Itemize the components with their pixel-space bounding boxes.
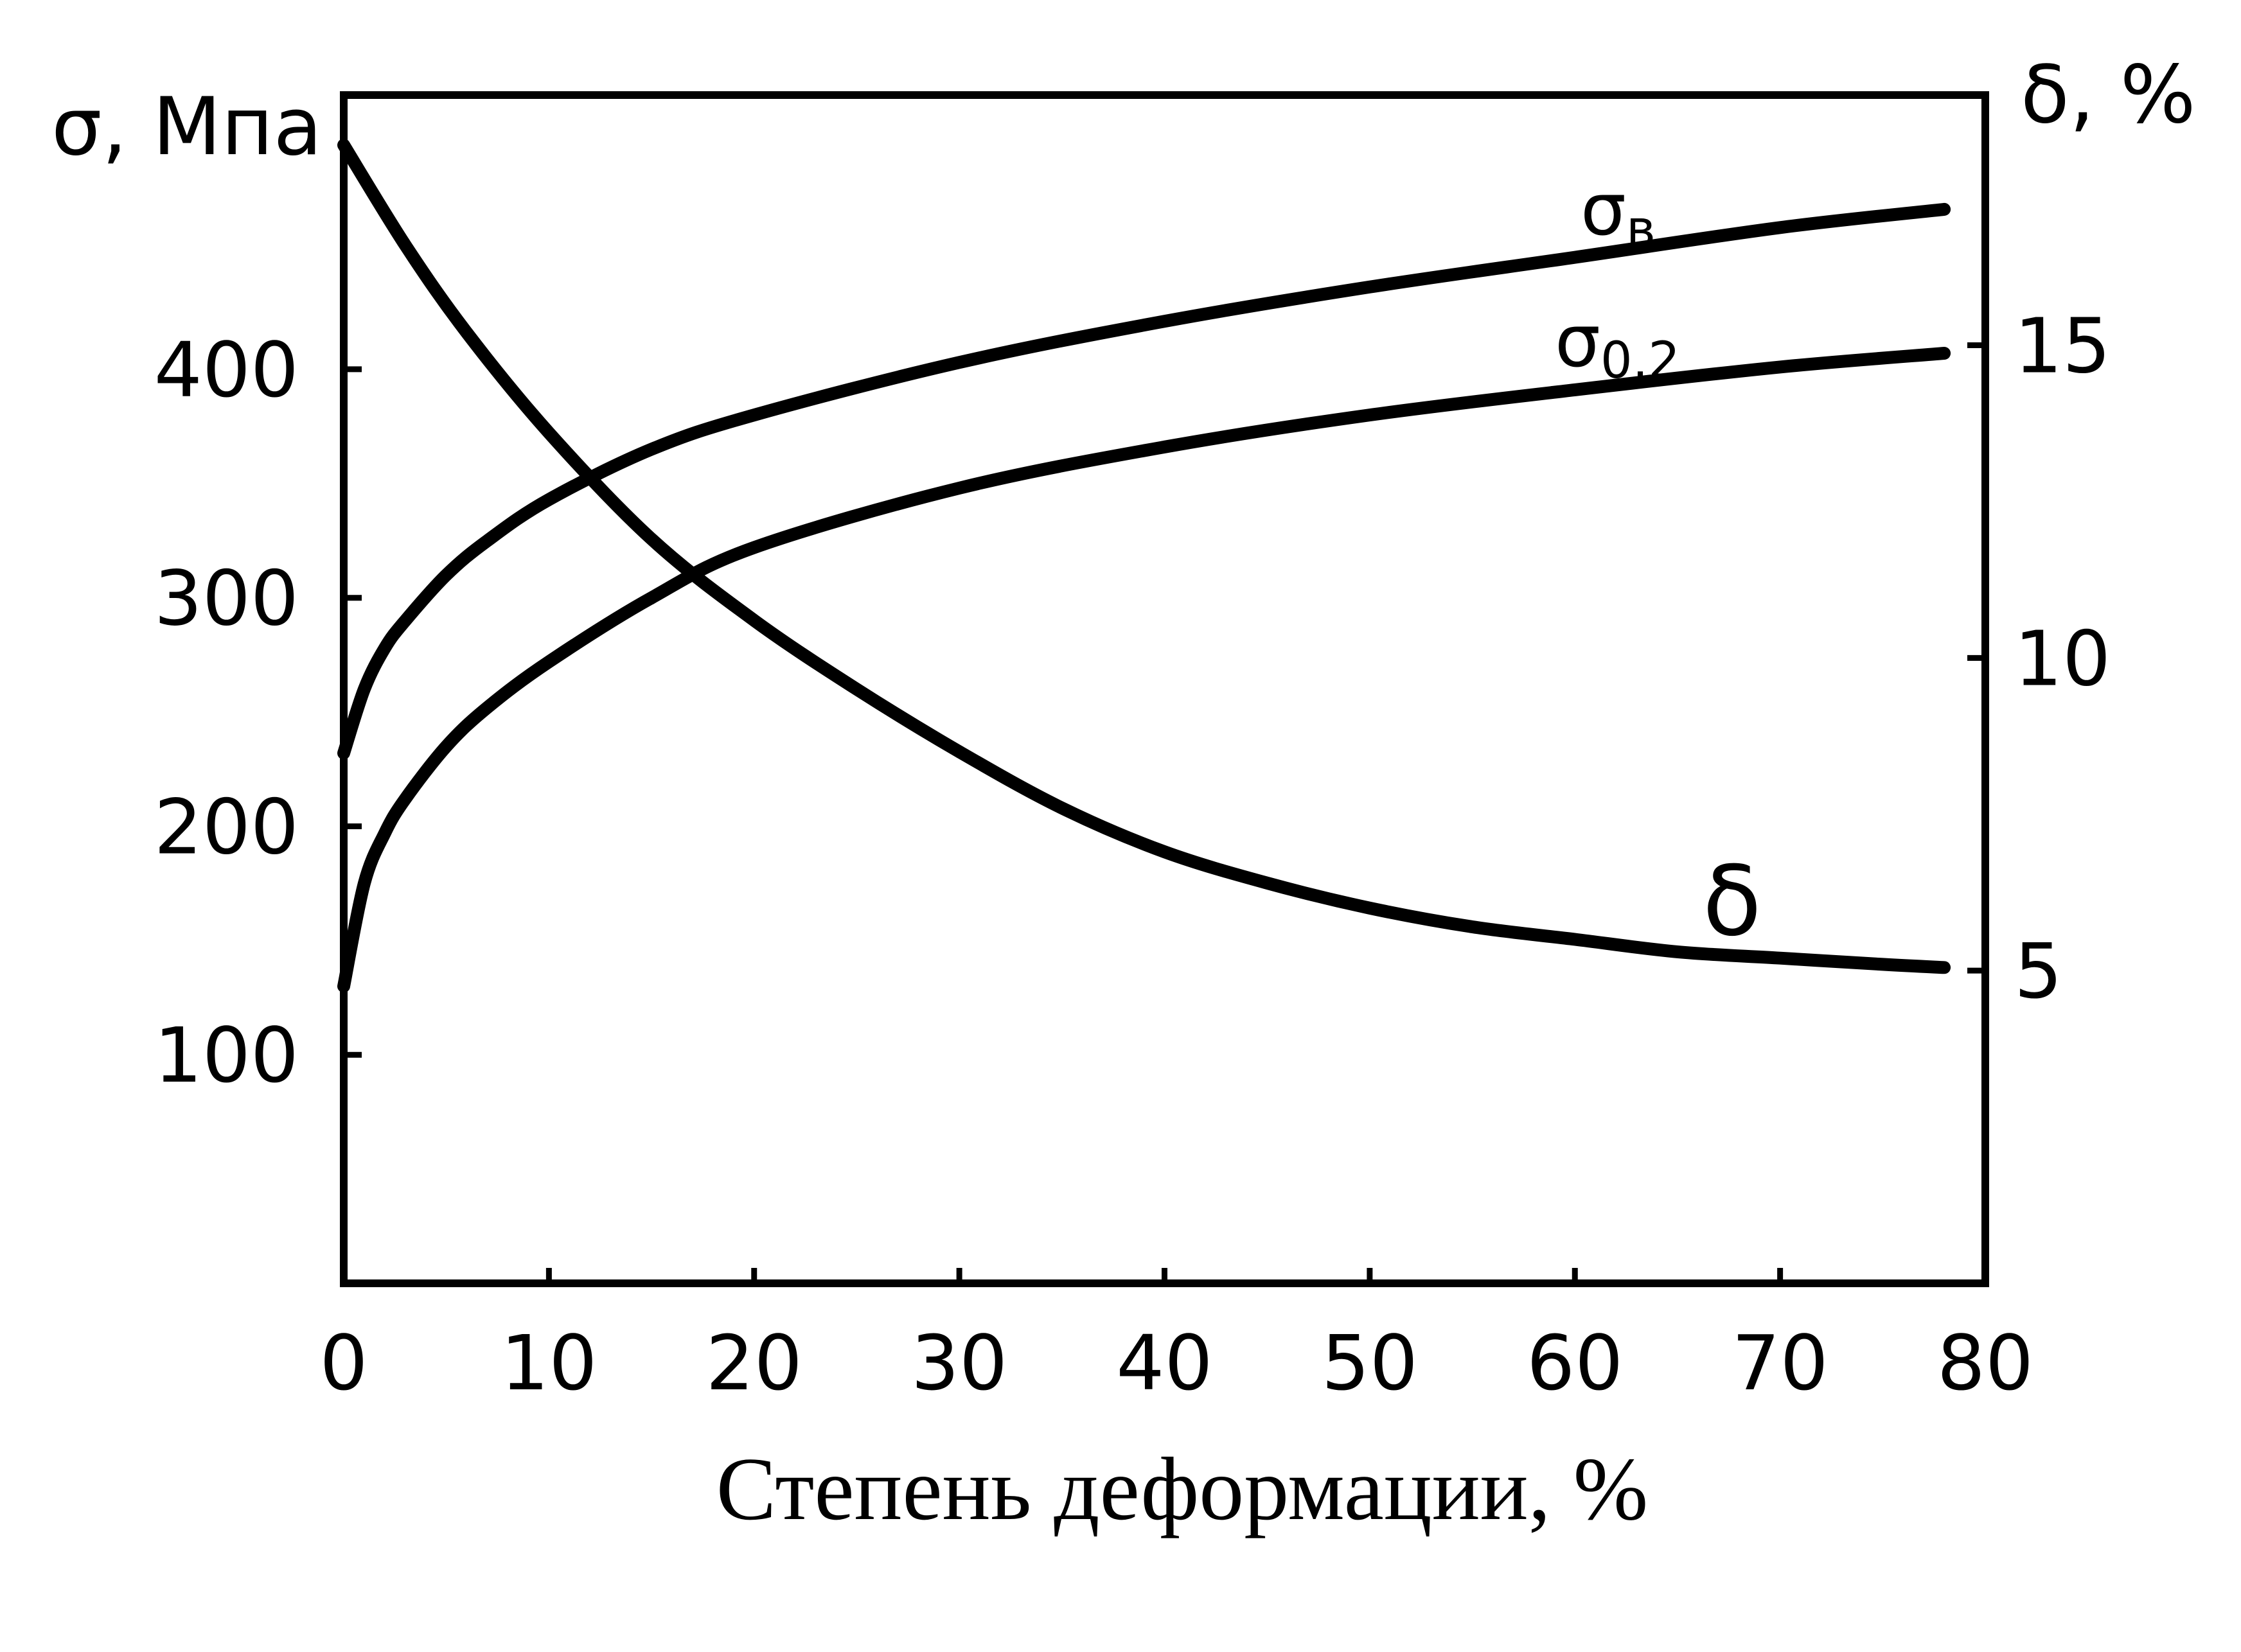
right-tick-label: 5: [2014, 927, 2062, 1015]
x-tick-label: 10: [500, 1319, 597, 1407]
series-label-sigma-02-sub: 0.2: [1600, 332, 1680, 390]
x-tick-label: 60: [1527, 1319, 1623, 1407]
left-tick-label: 300: [154, 554, 299, 643]
series-label-sigma-b: σв: [1581, 168, 1656, 258]
series-lines: [337, 138, 1951, 993]
x-tick-label: 70: [1732, 1319, 1829, 1407]
right-axis-title: δ, %: [2021, 49, 2196, 141]
x-tick-label: 40: [1116, 1319, 1212, 1407]
left-tick-label: 100: [154, 1011, 299, 1100]
series-label-sigma-02-main: σ: [1555, 300, 1600, 383]
series-label-sigma-b-sub: в: [1626, 200, 1656, 258]
series-label-sigma-b-main: σ: [1581, 168, 1626, 252]
x-axis-ticks: 0 10 20 30 40 50 60 70 80: [319, 1268, 2033, 1407]
curve-delta: [337, 138, 1951, 974]
x-tick-label: 20: [706, 1319, 802, 1407]
x-tick-label: 0: [319, 1319, 368, 1407]
curve-sigma-02: [337, 347, 1951, 993]
right-axis-ticks: 5 10 15: [1967, 301, 2111, 1015]
series-label-delta: δ: [1703, 846, 1762, 958]
x-tick-label: 80: [1937, 1319, 2033, 1407]
series-label-sigma-02: σ0.2: [1555, 300, 1680, 390]
left-axis-title: σ, Мпа: [51, 81, 322, 173]
x-axis-title: Степень деформации, %: [716, 1439, 1649, 1539]
right-tick-label: 10: [2014, 614, 2111, 703]
right-tick-label: 15: [2014, 301, 2111, 390]
plot-frame: [340, 91, 1989, 1287]
curve-sigma-b: [337, 202, 1951, 760]
left-tick-label: 200: [154, 782, 299, 871]
left-tick-label: 400: [154, 326, 299, 414]
left-axis-ticks: 100 200 300 400: [154, 326, 362, 1100]
x-tick-label: 50: [1322, 1319, 1418, 1407]
x-tick-label: 30: [911, 1319, 1007, 1407]
